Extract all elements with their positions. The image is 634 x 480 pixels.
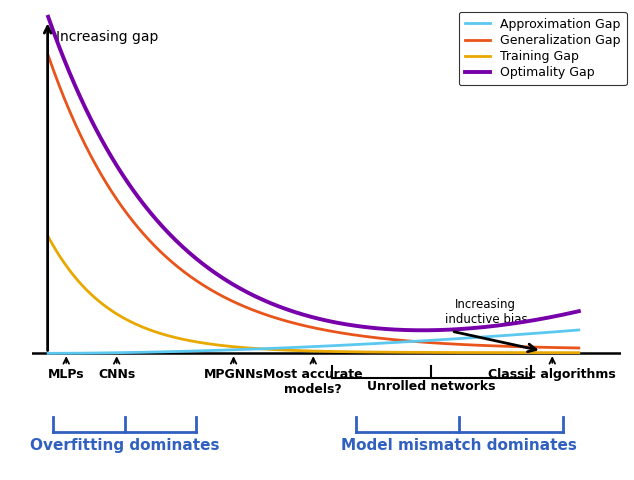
Optimality Gap (300, 312, 307, 318)
Text: Increasing gap: Increasing gap (56, 30, 158, 45)
Line: Training Gap: Training Gap (48, 237, 579, 353)
Text: Most accurate
models?: Most accurate models? (263, 368, 363, 396)
Generalization Gap (297, 322, 304, 327)
Optimality Gap (575, 308, 583, 314)
Text: Classic algorithms: Classic algorithms (488, 368, 616, 381)
Training Gap (575, 350, 583, 356)
Generalization Gap (332, 329, 339, 335)
Generalization Gap (300, 323, 307, 328)
Generalization Gap (562, 345, 570, 351)
Training Gap (300, 348, 307, 354)
Optimality Gap (332, 320, 339, 325)
Training Gap (297, 348, 304, 354)
Generalization Gap (575, 345, 583, 351)
Text: Model mismatch dominates: Model mismatch dominates (341, 438, 577, 453)
Training Gap (360, 349, 368, 355)
Line: Approximation Gap: Approximation Gap (48, 330, 579, 353)
Approximation Gap (479, 334, 487, 340)
Legend: Approximation Gap, Generalization Gap, Training Gap, Optimality Gap: Approximation Gap, Generalization Gap, T… (459, 12, 627, 85)
Approximation Gap (297, 344, 304, 350)
Generalization Gap (360, 334, 368, 339)
Optimality Gap (481, 324, 488, 330)
Optimality Gap (418, 327, 426, 333)
Optimality Gap (564, 311, 571, 317)
Text: MLPs: MLPs (48, 368, 84, 381)
Text: Increasing
inductive bias: Increasing inductive bias (444, 298, 527, 326)
Training Gap (562, 350, 570, 356)
Text: Unrolled networks: Unrolled networks (367, 381, 496, 394)
Approximation Gap (332, 343, 339, 348)
Approximation Gap (575, 327, 583, 333)
Approximation Gap (360, 341, 368, 347)
Training Gap (44, 234, 52, 240)
Generalization Gap (479, 343, 487, 348)
Optimality Gap (360, 324, 368, 330)
Training Gap (479, 350, 487, 356)
Generalization Gap (44, 52, 52, 58)
Text: CNNs: CNNs (98, 368, 135, 381)
Approximation Gap (44, 350, 52, 356)
Approximation Gap (562, 328, 570, 334)
Optimality Gap (44, 14, 52, 20)
Approximation Gap (300, 344, 307, 350)
Training Gap (332, 348, 339, 354)
Optimality Gap (297, 311, 304, 317)
Text: MPGNNs: MPGNNs (204, 368, 264, 381)
Line: Optimality Gap: Optimality Gap (48, 17, 579, 330)
Text: Overfitting dominates: Overfitting dominates (30, 438, 219, 453)
Line: Generalization Gap: Generalization Gap (48, 55, 579, 348)
